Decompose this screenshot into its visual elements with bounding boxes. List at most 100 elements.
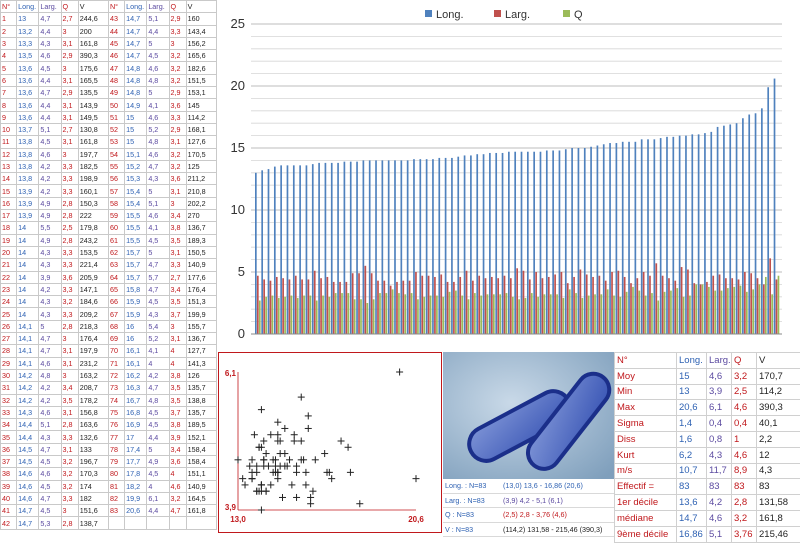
- bar-long: [344, 162, 346, 334]
- bar-larg: [750, 273, 752, 334]
- table-cell: Larg.: [147, 1, 169, 13]
- table-cell: 5,1: [39, 123, 61, 135]
- table-cell: 4,8: [39, 369, 61, 381]
- table-cell: 4: [1, 50, 17, 62]
- table-cell: 163,2: [78, 369, 108, 381]
- table-cell: 2: [1, 25, 17, 37]
- table-cell: 200: [78, 25, 108, 37]
- table-cell: 4,5: [147, 419, 169, 431]
- bar-larg: [529, 279, 531, 334]
- table-cell: 47: [108, 62, 124, 74]
- bar-larg: [662, 276, 664, 334]
- table-cell: 5: [147, 443, 169, 455]
- bar-larg: [377, 281, 379, 334]
- table-cell: 17: [1, 210, 17, 222]
- bar-larg: [289, 279, 291, 334]
- bar-larg: [428, 276, 430, 334]
- table-cell: 13,6: [17, 111, 39, 123]
- table-cell: 197,7: [78, 148, 108, 160]
- summary-value: Q: [732, 353, 757, 369]
- bar-larg: [655, 263, 657, 334]
- bar-q: [297, 298, 299, 334]
- bar-q: [423, 297, 425, 334]
- table-cell: 135,5: [78, 87, 108, 99]
- table-cell: 14,7: [125, 13, 147, 25]
- table-cell: 45: [108, 37, 124, 49]
- table-cell: 4,6: [147, 62, 169, 74]
- bar-q: [632, 287, 634, 334]
- table-cell: 13,8: [17, 148, 39, 160]
- table-cell: 4,7: [39, 492, 61, 504]
- table-cell: 22: [1, 271, 17, 283]
- table-cell: 14: [1, 173, 17, 185]
- table-cell: 3: [61, 25, 78, 37]
- summary-value: 4,6: [732, 400, 757, 416]
- range-line: Q : N=83(2,5) 2,8 - 3,76 (4,6): [443, 508, 614, 523]
- table-cell: 3,1: [61, 443, 78, 455]
- table-cell: 4,7: [147, 160, 169, 172]
- bar-q: [544, 294, 546, 334]
- bar-larg: [757, 278, 759, 334]
- table-cell: 13,8: [17, 160, 39, 172]
- table-cell: 20,6: [125, 505, 147, 517]
- table-cell: 221,4: [78, 259, 108, 271]
- bar-q: [569, 289, 571, 334]
- table-cell: 14: [17, 271, 39, 283]
- table-cell: 4,8: [147, 74, 169, 86]
- bar-q: [316, 301, 318, 334]
- bar-larg: [440, 274, 442, 334]
- bar-q: [480, 296, 482, 334]
- table-cell: 145: [186, 99, 216, 111]
- bar-larg: [257, 276, 259, 334]
- table-cell: 4,2: [39, 382, 61, 394]
- table-cell: 6,1: [147, 492, 169, 504]
- table-cell: 4: [147, 480, 169, 492]
- table-cell: 126: [186, 369, 216, 381]
- bar-q: [702, 284, 704, 334]
- table-cell: 211,2: [186, 173, 216, 185]
- table-cell: 13,6: [17, 99, 39, 111]
- table-cell: 54: [108, 148, 124, 160]
- table-cell: 14,7: [125, 37, 147, 49]
- bar-long: [736, 123, 738, 334]
- range-label: Q : N=83: [445, 508, 503, 522]
- table-cell: 14,7: [125, 50, 147, 62]
- table-cell: 132,6: [78, 431, 108, 443]
- table-cell: 4,3: [39, 37, 61, 49]
- table-cell: 4: [147, 357, 169, 369]
- bar-larg: [459, 277, 461, 334]
- bar-long: [495, 153, 497, 334]
- table-cell: 4,4: [39, 99, 61, 111]
- table-cell: 2,9: [169, 13, 186, 25]
- bar-long: [628, 142, 630, 334]
- table-cell: 40: [1, 492, 17, 504]
- table-cell: 15,1: [125, 148, 147, 160]
- bar-long: [717, 127, 719, 334]
- bar-larg: [314, 271, 316, 334]
- table-cell: 13,9: [17, 185, 39, 197]
- bar-larg: [542, 278, 544, 334]
- table-cell: 20: [1, 246, 17, 258]
- table-cell: [147, 517, 169, 529]
- bar-larg: [687, 270, 689, 334]
- x-min-label: 13,0: [230, 515, 246, 524]
- bar-long: [609, 143, 611, 334]
- summary-value: Larg.: [707, 353, 732, 369]
- bar-q: [778, 276, 780, 334]
- bar-long: [325, 163, 327, 334]
- table-cell: 23: [1, 283, 17, 295]
- bar-larg: [415, 272, 417, 334]
- table-cell: 4,2: [39, 185, 61, 197]
- table-cell: 197,9: [78, 345, 108, 357]
- table-cell: 5: [1, 62, 17, 74]
- table-cell: 2,9: [61, 50, 78, 62]
- table-cell: 75: [108, 406, 124, 418]
- table-cell: 2,9: [169, 87, 186, 99]
- bar-long: [603, 144, 605, 334]
- table-cell: 13: [1, 160, 17, 172]
- bar-q: [771, 294, 773, 334]
